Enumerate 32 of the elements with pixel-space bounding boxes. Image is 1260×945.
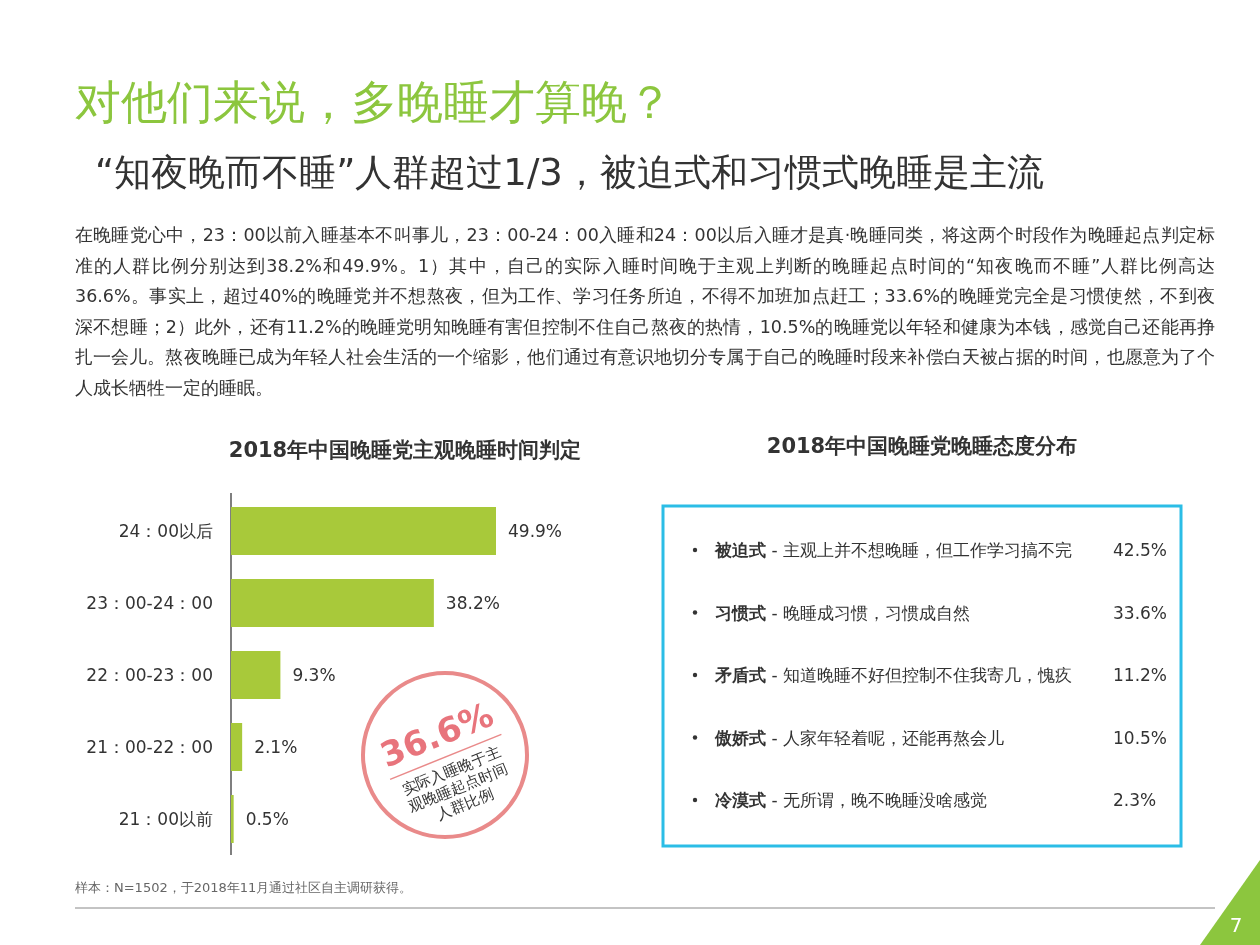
- category-label: 傲娇式 - 人家年轻着呢，还能再熬会儿: [714, 727, 1004, 748]
- category-label: 冷漠式 - 无所谓，晚不晚睡没啥感觉: [715, 790, 987, 810]
- text: 33.6%: [1113, 602, 1168, 623]
- text: 11.2%: [1113, 665, 1168, 685]
- y-tick-label: 21：00-22：00: [86, 737, 213, 757]
- text: 对他们来说，多晚睡才算晚？: [75, 74, 673, 131]
- text: 10.5%: [1113, 727, 1168, 748]
- category-label: 习惯式 - 晚睡成习惯，习惯成自然: [715, 602, 970, 623]
- text: 在晚睡党心中，23：00以前入睡基本不叫事儿，23：00-24：00入睡和24：00以后入睡才是真·晚睡同类，将这两个时段作为晚睡起点判定标准的人群比例分别达到38.2%和49.9%。1）其中，自己的实际入睡时间晚于主观上判断的晚睡起点时间的“知夜晚而不睡”人群比例高达36.6%。事实上，超过40%的晚睡党并不想熬夜，但为工作、学习任务所迫，不得不加班加点赶工；33.6%的晚睡党完全是习惯使然，不到夜深不想睡；2）此外，还有11.2%的晚睡党明知晚睡有害但控制不住自己熬夜的热情，10.5%的晚睡党以年轻和健康为本钱，感觉自己还能再挣扎一会儿。熬夜晚睡已成为年轻人社会生活的一个缩影，他们通过有意识地切分专属于自己的晚睡时段来补偿白天被占据的时间，也愿意为了个人成长牺牲一定的睡眠。: [75, 224, 1215, 400]
- text: 2.3%: [1113, 790, 1157, 810]
- bar: [231, 723, 243, 771]
- text: “知夜晚而不睡”人群超过1/3，被迫式和习惯式晚睡是主流: [95, 150, 1044, 196]
- data-label: 9.3%: [292, 665, 336, 685]
- y-tick-label: 24：00以后: [118, 521, 213, 541]
- data-label: 38.2%: [445, 593, 500, 613]
- text: 样本：N=1502，于2018年11月通过社区自主调研获得。: [75, 880, 413, 895]
- data-label: 2.1%: [254, 737, 298, 757]
- text: 42.5%: [1113, 540, 1168, 560]
- bar: [231, 795, 234, 843]
- bar: [231, 507, 496, 555]
- category-label: 矛盾式 - 知道晚睡不好但控制不住我寄几，愧疚: [714, 665, 1072, 685]
- data-label: 0.5%: [245, 809, 289, 829]
- y-tick-label: 21：00以前: [118, 809, 213, 829]
- category-label: 被迫式 - 主观上并不想晚睡，但工作学习搞不完: [714, 540, 1072, 560]
- chart-title: 2018年中国晚睡党主观晚睡时间判定: [228, 438, 582, 462]
- y-tick-label: 23：00-24：00: [86, 593, 213, 613]
- text: 7: [1229, 913, 1243, 937]
- text: 2018年中国晚睡党晚睡态度分布: [766, 434, 1078, 458]
- bar: [231, 651, 281, 699]
- bar: [231, 579, 434, 627]
- data-label: 49.9%: [508, 521, 563, 541]
- y-tick-label: 22：00-23：00: [86, 665, 213, 685]
